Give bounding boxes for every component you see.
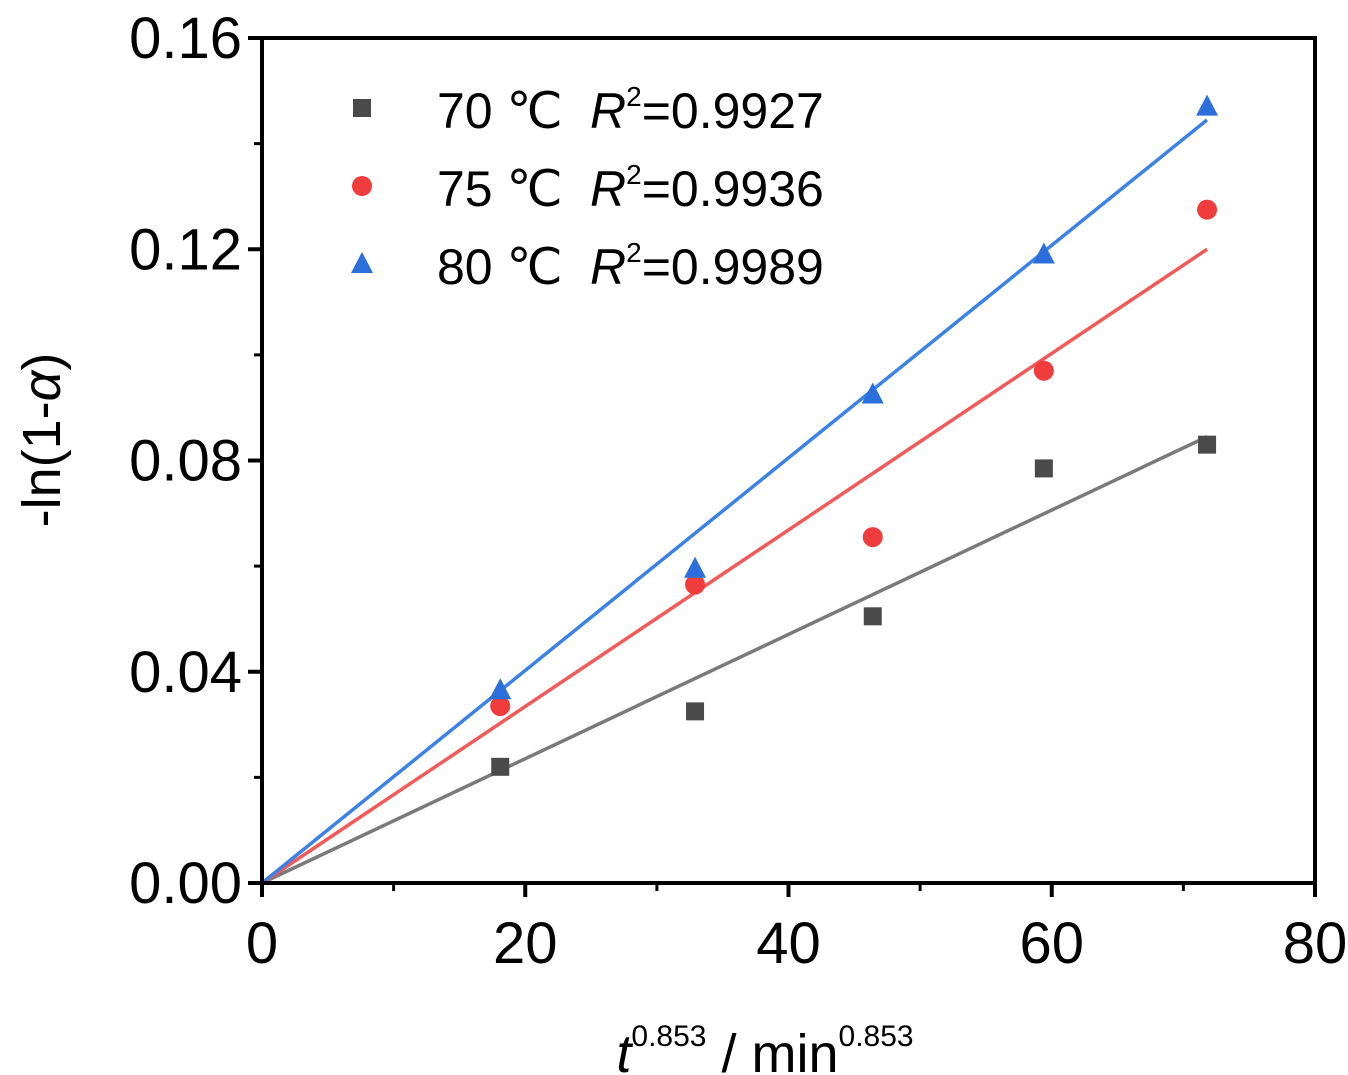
legend-r2-value: =0.9936: [642, 161, 824, 217]
x-axis-title: t0.853 / min0.853: [616, 1020, 913, 1075]
data-point: [684, 556, 707, 578]
data-point: [1034, 459, 1053, 478]
data-point: [686, 702, 705, 721]
legend-r2-exp: 2: [626, 81, 642, 112]
fit-line: [261, 247, 1209, 885]
legend-series-name: 75 ℃: [437, 161, 563, 217]
legend-series-name: 80 ℃: [437, 239, 563, 295]
y-axis-title: -ln(1-α): [12, 353, 72, 528]
x-axis-unit: / min: [706, 1024, 838, 1075]
y-tick-label: 0.00: [129, 851, 242, 916]
data-point: [862, 527, 883, 548]
x-tick-labels: 0 20 40 60 80: [246, 911, 1347, 976]
fit-lines: [260, 118, 1209, 885]
legend-r2-value: =0.9927: [642, 83, 824, 139]
x-tick-label: 40: [756, 911, 821, 976]
y-tick-label: 0.08: [129, 429, 242, 494]
data-point: [863, 607, 882, 626]
fit-line: [260, 118, 1209, 885]
y-tick-label: 0.04: [129, 640, 242, 705]
x-tick-label: 60: [1019, 911, 1084, 976]
legend-r2: R2=0.9989: [590, 237, 824, 295]
y-tick-label: 0.12: [129, 217, 242, 282]
x-tick-label: 20: [493, 911, 558, 976]
legend-r2: R2=0.9927: [590, 81, 824, 139]
data-point: [1033, 360, 1054, 381]
x-tick-label: 0: [246, 911, 278, 976]
y-axis-suffix: ): [12, 353, 72, 371]
legend-r2-label: R: [590, 161, 626, 217]
x-tick-label: 80: [1283, 911, 1348, 976]
x-axis-var-exp: 0.853: [631, 1020, 706, 1053]
legend-series-name: 70 ℃: [437, 83, 563, 139]
y-axis-prefix: -ln(1-: [12, 401, 72, 527]
data-point: [491, 757, 510, 776]
y-tick-label: 0.16: [129, 6, 242, 71]
y-axis-var: α: [12, 368, 72, 401]
legend-r2: R2=0.9936: [590, 159, 824, 217]
data-point: [685, 574, 706, 595]
x-axis-var: t: [616, 1024, 633, 1075]
y-tick-labels: 0.00 0.04 0.08 0.12 0.16: [129, 6, 242, 916]
data-point: [861, 382, 884, 404]
axis-ticks: [248, 36, 1317, 897]
data-point: [1197, 199, 1218, 220]
fit-line: [261, 435, 1208, 885]
data-point: [1032, 242, 1055, 264]
legend-marker: [351, 252, 373, 273]
legend-r2-label: R: [590, 83, 626, 139]
legend-marker: [352, 176, 372, 196]
legend-r2-exp: 2: [626, 237, 642, 268]
data-point: [489, 678, 512, 700]
legend-r2-label: R: [590, 239, 626, 295]
data-point: [1198, 435, 1217, 454]
data-point: [490, 696, 511, 717]
legend-r2-exp: 2: [626, 159, 642, 190]
data-markers: [489, 94, 1219, 776]
legend-marker: [353, 99, 371, 117]
x-axis-unit-exp: 0.853: [839, 1020, 914, 1053]
legend-r2-value: =0.9989: [642, 239, 824, 295]
data-point: [1196, 94, 1219, 116]
